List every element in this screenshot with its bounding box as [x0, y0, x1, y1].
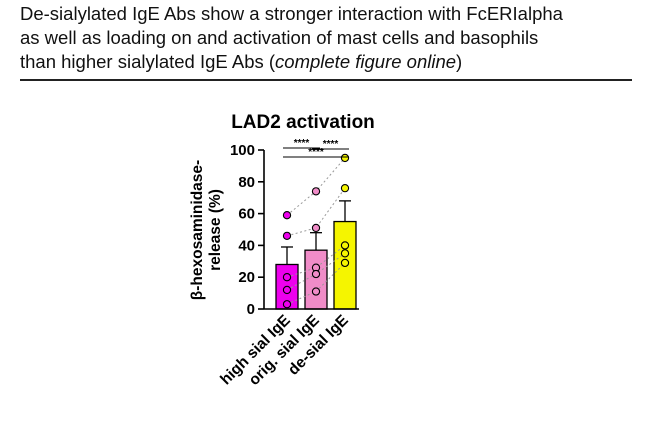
caption-divider — [20, 79, 632, 81]
data-point-0-4 — [282, 300, 292, 309]
caption-online-note: complete figure online — [275, 51, 457, 72]
data-point-1-0 — [311, 187, 321, 196]
significance-label-0: **** — [294, 138, 310, 149]
chart-title: LAD2 activation — [231, 112, 375, 133]
data-point-2-4 — [340, 258, 350, 268]
data-point-0-3 — [282, 285, 292, 295]
donor-line-0 — [286, 157, 346, 216]
caption-line-1: De-sialylated IgE Abs show a stronger in… — [20, 3, 563, 24]
significance-label-1: **** — [323, 139, 339, 150]
significance-label-2: **** — [308, 147, 324, 158]
data-point-1-1 — [311, 223, 321, 233]
y-tick-label-0: 0 — [247, 301, 255, 318]
data-point-0-2 — [282, 273, 292, 282]
donor-line-1 — [286, 187, 346, 237]
y-tick-label-100: 100 — [230, 142, 255, 159]
caption-line-3-end: ) — [456, 51, 463, 72]
caption-line-3: than higher sialylated IgE Abs (complete… — [20, 50, 632, 74]
y-tick-label-40: 40 — [238, 237, 255, 254]
figure-caption: De-sialylated IgE Abs show a stronger in… — [20, 2, 632, 74]
donor-line-2 — [286, 245, 346, 278]
bar-1 — [304, 249, 328, 310]
y-tick-label-20: 20 — [238, 269, 255, 286]
caption-line-2: as well as loading on and activation of … — [20, 27, 539, 48]
data-point-0-0 — [282, 211, 292, 220]
data-point-1-3 — [311, 269, 321, 279]
y-tick-label-80: 80 — [238, 174, 255, 191]
y-axis-label-line-2: release (%) — [207, 189, 224, 271]
data-point-2-1 — [340, 184, 350, 193]
data-point-2-3 — [340, 249, 350, 258]
data-point-0-1 — [282, 231, 292, 241]
y-axis-label-line-1: β-hexosaminidase- — [189, 160, 206, 300]
data-point-2-2 — [340, 241, 350, 250]
y-tick-label-60: 60 — [238, 206, 255, 223]
data-point-1-4 — [311, 287, 321, 296]
data-point-2-0 — [340, 153, 350, 163]
caption-line-3-text: than higher sialylated IgE Abs ( — [20, 51, 276, 72]
